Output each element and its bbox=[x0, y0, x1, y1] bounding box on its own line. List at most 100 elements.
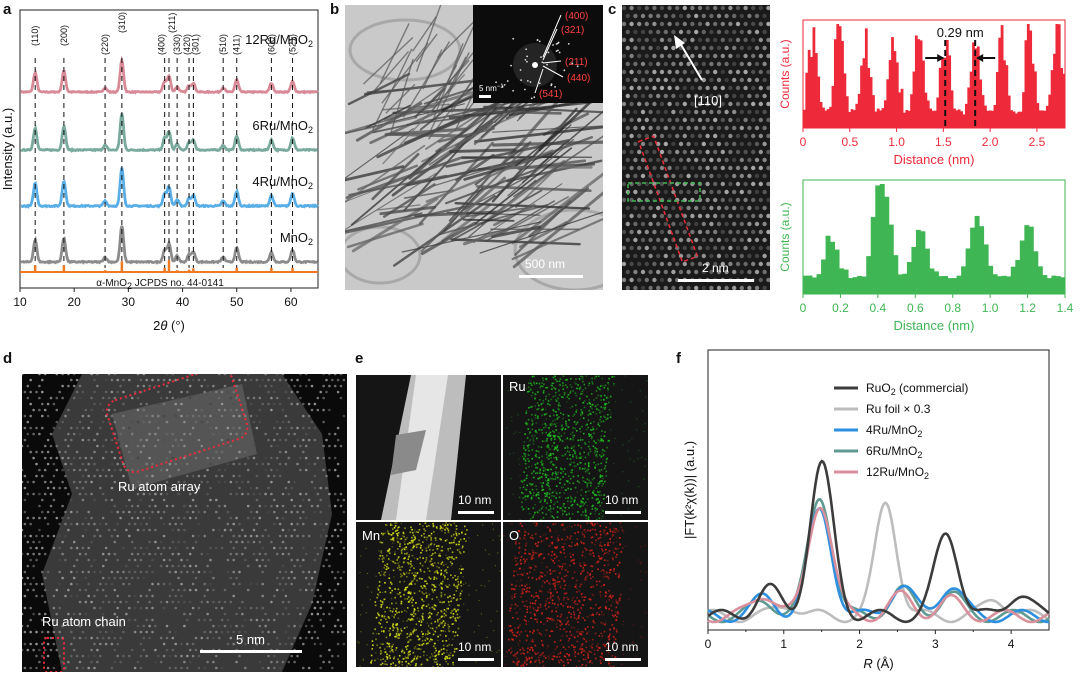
atom-column bbox=[110, 486, 114, 490]
element-signal bbox=[396, 559, 399, 561]
background-signal bbox=[450, 564, 452, 567]
profile-bar bbox=[938, 276, 944, 294]
atom-column bbox=[267, 510, 270, 514]
atom-column bbox=[652, 229, 657, 235]
element-signal bbox=[574, 450, 576, 453]
atom-column bbox=[739, 125, 744, 131]
background-signal bbox=[642, 410, 644, 412]
element-signal bbox=[415, 602, 417, 604]
atom-column bbox=[206, 588, 209, 592]
background-signal bbox=[523, 483, 525, 486]
element-signal bbox=[535, 417, 537, 419]
tem-image: (400) (321) (211) (440) (541) 5 nm−1 500 nm bbox=[345, 5, 603, 290]
atom-column bbox=[648, 189, 653, 195]
atom-column bbox=[32, 540, 35, 544]
atom-column bbox=[739, 237, 744, 243]
element-signal bbox=[406, 633, 409, 635]
element-signal bbox=[449, 616, 452, 619]
element-signal bbox=[532, 438, 535, 441]
atom-column bbox=[625, 269, 630, 275]
element-signal bbox=[411, 580, 413, 583]
atom-column bbox=[130, 468, 134, 472]
atom-column bbox=[142, 420, 146, 424]
atom-column bbox=[171, 648, 175, 652]
element-signal bbox=[455, 590, 458, 592]
atom-column bbox=[162, 438, 166, 442]
atom-column bbox=[154, 492, 157, 496]
element-signal bbox=[547, 446, 550, 449]
profile-bar bbox=[1026, 24, 1030, 128]
background-signal bbox=[447, 630, 450, 632]
atom-column bbox=[157, 546, 160, 550]
atom-column bbox=[299, 504, 302, 508]
background-signal bbox=[480, 584, 482, 587]
atom-column bbox=[336, 498, 340, 502]
atom-column bbox=[229, 492, 233, 496]
element-signal bbox=[408, 633, 411, 636]
atom-column bbox=[287, 384, 291, 388]
element-signal bbox=[576, 503, 579, 506]
atom-column bbox=[682, 117, 687, 123]
atom-column bbox=[275, 516, 279, 520]
background-signal bbox=[452, 609, 454, 611]
element-signal bbox=[571, 405, 574, 408]
atom-column bbox=[168, 486, 172, 490]
element-signal bbox=[557, 404, 560, 406]
element-signal bbox=[453, 558, 455, 560]
atom-column bbox=[171, 564, 175, 568]
atom-column bbox=[299, 456, 302, 460]
atom-column bbox=[72, 384, 76, 388]
profile-bar bbox=[843, 269, 849, 294]
atom-column bbox=[61, 540, 64, 544]
background-signal bbox=[382, 591, 384, 594]
atom-column bbox=[41, 618, 44, 622]
element-signal bbox=[444, 532, 446, 534]
atom-column bbox=[81, 654, 85, 658]
atom-column bbox=[136, 516, 140, 520]
profile-bar bbox=[848, 278, 854, 294]
atom-column bbox=[622, 21, 627, 27]
element-signal bbox=[444, 524, 447, 527]
atom-column bbox=[75, 570, 79, 574]
element-signal bbox=[557, 435, 559, 438]
atom-column bbox=[171, 600, 175, 604]
atom-column bbox=[177, 396, 180, 400]
element-signal bbox=[524, 453, 527, 456]
element-signal bbox=[556, 626, 558, 628]
atom-column bbox=[275, 588, 279, 592]
atom-column bbox=[633, 221, 638, 227]
atom-column bbox=[177, 540, 180, 544]
background-signal bbox=[584, 495, 587, 497]
atom-column bbox=[709, 77, 714, 83]
element-signal bbox=[563, 492, 566, 494]
atom-column bbox=[331, 630, 334, 634]
atom-column bbox=[720, 181, 725, 187]
element-signal bbox=[597, 386, 599, 389]
atom-column bbox=[663, 285, 668, 290]
element-signal bbox=[387, 533, 390, 535]
element-signal bbox=[447, 607, 450, 610]
atom-column bbox=[183, 528, 186, 532]
profile-bar bbox=[988, 110, 992, 128]
background-signal bbox=[548, 400, 550, 403]
element-signal bbox=[381, 601, 384, 603]
element-signal bbox=[556, 458, 558, 461]
atom-column bbox=[154, 552, 157, 556]
element-signal bbox=[550, 477, 552, 480]
element-signal bbox=[551, 388, 553, 390]
atom-column bbox=[252, 492, 256, 496]
atom-column bbox=[130, 540, 134, 544]
element-signal bbox=[381, 662, 384, 665]
element-signal bbox=[412, 632, 414, 634]
atom-column bbox=[304, 624, 308, 628]
atom-column bbox=[299, 612, 302, 616]
atom-column bbox=[81, 474, 85, 478]
element-signal bbox=[397, 658, 399, 661]
element-signal bbox=[461, 531, 463, 534]
atom-column bbox=[264, 492, 267, 496]
atom-column bbox=[96, 374, 99, 376]
element-signal bbox=[410, 582, 412, 584]
atom-column bbox=[244, 558, 247, 562]
atom-column bbox=[694, 157, 699, 163]
atom-column bbox=[249, 486, 253, 490]
